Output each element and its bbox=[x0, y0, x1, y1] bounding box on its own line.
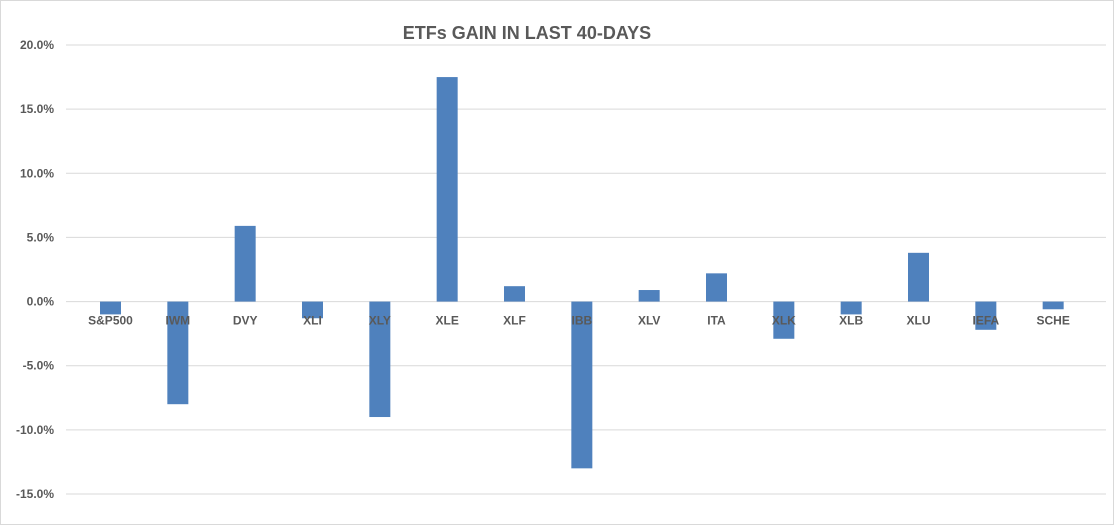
bars bbox=[100, 77, 1064, 469]
bar-sp500 bbox=[100, 301, 121, 315]
bar-sche bbox=[1042, 301, 1064, 310]
category-label: XLU bbox=[907, 314, 931, 328]
category-label: IWM bbox=[166, 314, 191, 328]
category-label: IBB bbox=[571, 314, 592, 328]
bar-dvy bbox=[234, 225, 256, 302]
bar-iwm bbox=[167, 301, 189, 405]
bar-xlk bbox=[773, 301, 795, 339]
bar-xlf bbox=[504, 286, 525, 302]
category-label: ITA bbox=[707, 314, 726, 328]
y-tick-label: -15.0% bbox=[16, 487, 54, 501]
category-label: XLF bbox=[503, 314, 526, 328]
bar-xlv bbox=[638, 290, 660, 302]
y-tick-label: 10.0% bbox=[20, 166, 54, 180]
y-tick-label: -5.0% bbox=[23, 359, 55, 373]
y-axis-tick-labels: 20.0% 15.0% 10.0% 5.0% 0.0% -5.0% -10.0% -15.0% bbox=[16, 38, 54, 501]
category-label: XLI bbox=[303, 314, 322, 328]
bar-ibb bbox=[571, 301, 593, 469]
y-tick-label: 5.0% bbox=[27, 230, 55, 244]
y-tick-label: 15.0% bbox=[20, 102, 54, 116]
y-tick-label: -10.0% bbox=[16, 423, 54, 437]
bar-xly bbox=[369, 301, 391, 418]
category-label: SCHE bbox=[1036, 314, 1069, 328]
bar-xle bbox=[436, 77, 458, 302]
bar-xlb bbox=[840, 301, 862, 315]
bar-ita bbox=[706, 273, 727, 302]
category-label: XLK bbox=[772, 314, 796, 328]
category-labels: S&P500 IWM DVY XLI XLY XLE XLF IBB XLV ITA XLK XLB X… bbox=[88, 314, 1070, 328]
bar-iefa bbox=[975, 301, 997, 330]
category-label: XLE bbox=[435, 314, 458, 328]
bar-xlu bbox=[908, 252, 929, 302]
chart-title: ETFs GAIN IN LAST 40-DAYS bbox=[402, 23, 652, 43]
category-label: XLB bbox=[839, 314, 863, 328]
y-tick-label: 0.0% bbox=[27, 295, 55, 309]
category-label: XLV bbox=[638, 314, 660, 328]
category-label: XLY bbox=[369, 314, 391, 328]
category-label: IEFA bbox=[972, 314, 999, 328]
y-tick-label: 20.0% bbox=[20, 38, 54, 52]
category-label: DVY bbox=[233, 314, 258, 328]
category-label: S&P500 bbox=[88, 314, 133, 328]
bar-xli bbox=[302, 301, 323, 319]
